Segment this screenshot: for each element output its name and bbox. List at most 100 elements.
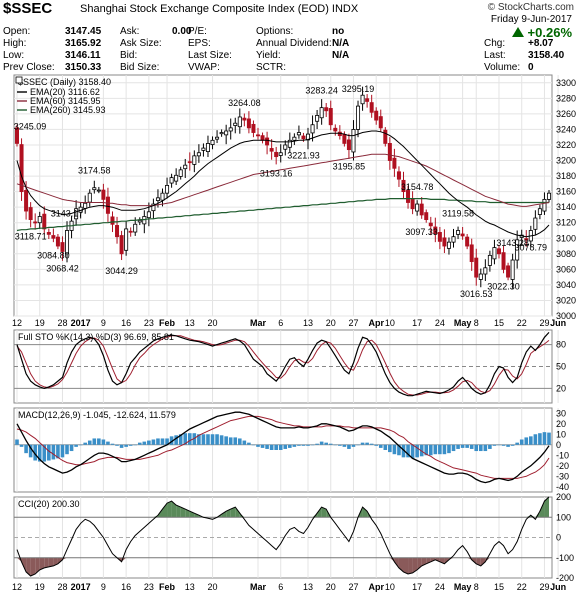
macd-hist-bar-19: [101, 439, 106, 445]
cci-fill-1-6: [44, 557, 49, 568]
price-candle-6: [42, 213, 47, 230]
cci-fill-1-2: [26, 557, 31, 576]
price-candle-105: [492, 247, 497, 260]
cci-fill-1-87: [412, 557, 418, 573]
price-annotation-6: 3044.29: [105, 266, 138, 276]
price-ytick-label-3: 3060: [556, 264, 576, 274]
bottom-xtick-label-21: 15: [494, 582, 504, 592]
price-candle-56: [269, 148, 274, 152]
price-candle-63: [301, 135, 306, 140]
price-candle-39: [192, 155, 197, 165]
price-xtick-label-24: Jun: [550, 318, 566, 328]
macd-hist-bar-78: [369, 443, 374, 445]
bottom-xtick-label-14: 27: [348, 582, 358, 592]
cci-fill-1-93: [439, 557, 445, 564]
macd-ytick-label-2: -20: [556, 461, 569, 471]
macd-hist-bar-17: [92, 438, 97, 445]
price-candle-69: [328, 108, 333, 126]
price-ytick-label-4: 3080: [556, 249, 576, 259]
macd-hist-bar-101: [474, 444, 479, 452]
price-candle-103: [483, 267, 488, 275]
macd-hist-bar-4: [33, 444, 37, 461]
price-candle-52: [251, 123, 256, 133]
macd-hist-bar-85: [401, 444, 406, 458]
price-candle-36: [178, 169, 183, 177]
price-annotation-17: 3022.30: [487, 281, 520, 291]
macd-hist-bar-90: [424, 444, 429, 456]
macd-hist-bar-28: [142, 441, 147, 445]
price-annotation-1: 3118.71: [15, 232, 47, 242]
macd-signal-line: [16, 415, 550, 479]
cci-ytick-label-3: 100: [556, 512, 571, 522]
macd-hist-bar-117: [547, 432, 551, 445]
sto-d-line: [16, 335, 550, 396]
ticker-symbol: $SSEC: [3, 0, 53, 17]
macd-line: [16, 411, 550, 484]
macd-ytick-label-3: -10: [556, 450, 569, 460]
price-candle-67: [319, 107, 324, 119]
price-candle-17: [92, 187, 97, 191]
bottom-xtick-label-5: 16: [121, 582, 131, 592]
macd-hist-bar-8: [51, 444, 56, 460]
price-candle-116: [542, 198, 547, 212]
macd-hist-bar-7: [47, 444, 51, 461]
price-annotation-9: 3221.93: [287, 151, 320, 161]
quote-header: $SSEC Shanghai Stock Exchange Composite …: [0, 0, 582, 74]
price-candle-99: [465, 236, 470, 247]
cci-fill-0-114: [535, 511, 540, 518]
macd-hist-bar-49: [238, 438, 242, 445]
price-annotation-12: 3295.19: [342, 84, 375, 94]
macd-hist-bar-74: [351, 444, 356, 447]
price-annotation-14: 3097.33: [405, 227, 438, 237]
price-candle-100: [469, 244, 474, 262]
macd-hist-bar-66: [315, 443, 319, 445]
price-candle-74: [351, 129, 356, 153]
macd-hist-bar-68: [324, 442, 328, 445]
macd-hist-bar-14: [78, 444, 83, 446]
price-xtick-label-14: 27: [348, 318, 358, 328]
legend-entry-1: EMA(60) 3145.95: [30, 96, 101, 106]
price-annotation-19: 3078.79: [515, 242, 548, 252]
legend-entry-2: EMA(260) 3145.93: [30, 105, 106, 115]
macd-hist-bar-21: [110, 443, 115, 445]
price-annotation-4: 3143.17: [51, 208, 84, 218]
price-candle-7: [46, 232, 51, 235]
macd-hist-bar-71: [338, 444, 342, 446]
quote-col-4: Options: no Annual Dividend:N/A Yield: N/A…: [256, 26, 350, 73]
bottom-xtick-label-1: 19: [35, 582, 45, 592]
bottom-xtick-label-23: 29: [539, 582, 549, 592]
price-candle-110: [515, 239, 520, 261]
price-xtick-label-12: 13: [303, 318, 313, 328]
price-candle-59: [283, 144, 288, 150]
cci-fill-0-47: [230, 507, 236, 518]
macd-hist-bar-33: [165, 438, 169, 445]
bottom-xtick-label-20: 8: [474, 582, 479, 592]
price-candle-65: [310, 124, 315, 134]
price-candle-93: [437, 232, 442, 242]
price-xtick-label-6: 23: [144, 318, 154, 328]
macd-hist-bar-32: [160, 438, 165, 445]
price-xtick-label-5: 16: [121, 318, 131, 328]
price-candle-3: [28, 207, 33, 221]
macd-hist-bar-104: [488, 444, 492, 449]
cci-ytick-label-2: 0: [556, 533, 561, 543]
price-candle-95: [446, 241, 451, 249]
price-candle-61: [292, 136, 297, 141]
cci-fill-1-4: [35, 557, 40, 574]
price-xtick-label-15: Apr: [368, 318, 384, 328]
price-annotation-5: 3174.58: [78, 166, 111, 176]
macd-hist-bar-15: [83, 442, 88, 445]
price-annotation-15: 3119.58: [442, 208, 474, 218]
cci-fill-0-116: [544, 496, 549, 518]
macd-hist-bar-61: [292, 444, 297, 447]
cci-ytick-label-0: -200: [556, 573, 574, 583]
macd-hist-bar-38: [187, 433, 192, 445]
macd-hist-bar-20: [106, 441, 110, 445]
price-annotation-11: 3195.85: [333, 162, 366, 172]
price-ytick-label-8: 3160: [556, 187, 576, 197]
price-candle-46: [224, 130, 229, 136]
macd-hist-bar-69: [328, 443, 333, 445]
brand-watermark: © StockCharts.com: [487, 2, 574, 13]
macd-hist-bar-106: [497, 444, 501, 446]
